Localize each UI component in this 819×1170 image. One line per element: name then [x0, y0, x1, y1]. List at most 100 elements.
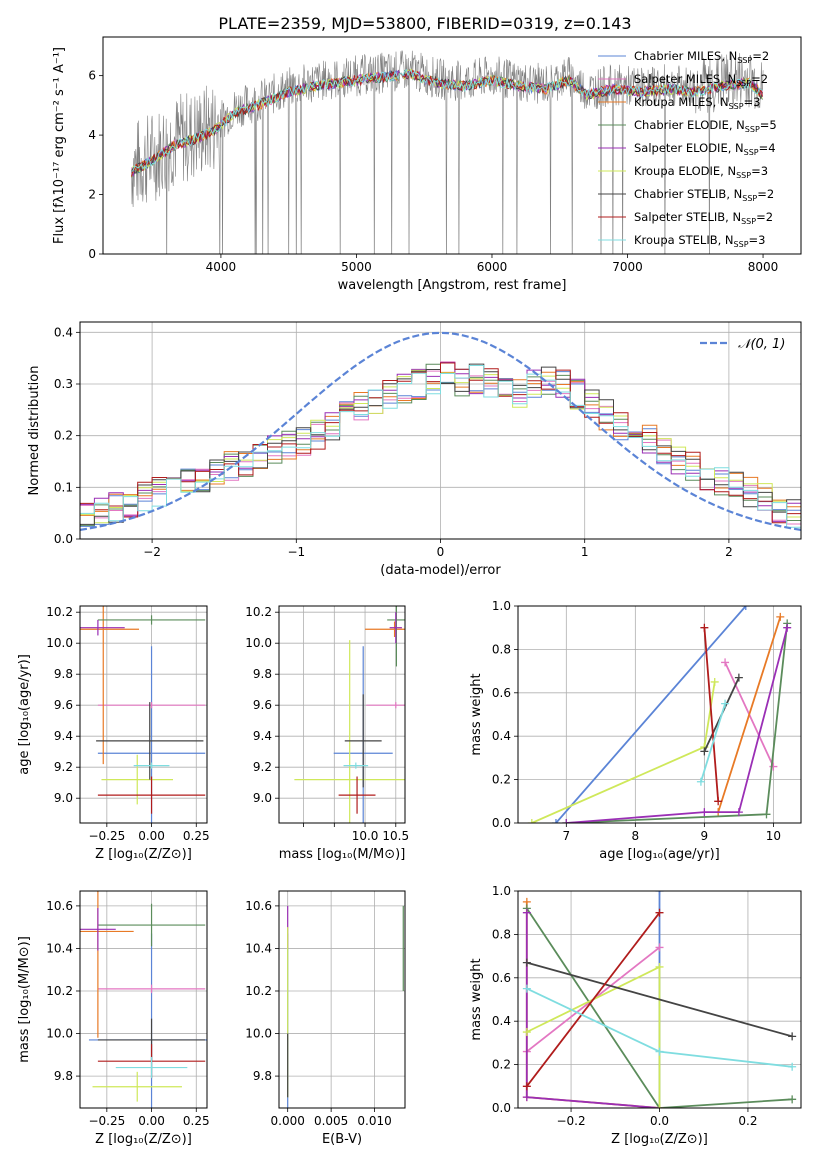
y-axis-label: age [log₁₀(age/yr)]	[17, 654, 32, 775]
weight-marker	[700, 747, 709, 756]
weight-marker	[527, 819, 536, 823]
weight-marker	[655, 943, 664, 952]
axes-frame	[79, 321, 802, 540]
y-tick-label: 0.0	[54, 532, 73, 546]
x-tick-label: 5000	[341, 260, 372, 274]
x-tick-label: 9	[701, 829, 709, 843]
x-tick-label: 7000	[612, 260, 643, 274]
axes-mass_vs_Z: −0.25 0.00 0.25 9.8 10.0 10.2 10.4 10.6 Z [log₁₀…	[17, 890, 210, 1147]
x-axis-label: Z [log₁₀(Z/Z⊙)]	[95, 847, 192, 862]
weight-line	[555, 606, 747, 823]
weight-marker	[700, 808, 709, 817]
weight-marker	[776, 612, 785, 621]
x-tick-label: 0.25	[183, 829, 210, 843]
x-tick-label: 0.2	[738, 1114, 757, 1128]
y-tick-label: 9.0	[54, 791, 73, 805]
y-tick-label: 9.8	[253, 1069, 272, 1083]
y-tick-label: 0.4	[492, 1014, 511, 1028]
x-axis-label: (data-model)/error	[380, 563, 501, 578]
y-tick-label: 0.8	[492, 927, 511, 941]
weight-marker	[551, 819, 560, 823]
y-tick-label: 0.0	[492, 1101, 511, 1115]
weight-line	[531, 681, 716, 823]
weight-marker	[741, 606, 750, 610]
axes-weight_vs_Z: −0.2 0.0 0.2 0.0 0.2 0.4 0.6 0.8 1.0 Z [log₁₀(Z/Z…	[469, 884, 802, 1147]
y-tick-label: 0.1	[54, 480, 73, 494]
x-tick-label: 0.00	[138, 829, 165, 843]
y-tick-label: 9.4	[253, 729, 272, 743]
y-tick-label: 0.2	[54, 429, 73, 443]
x-tick-label: 10	[766, 829, 781, 843]
y-tick-label: 10.0	[46, 1027, 73, 1041]
y-tick-label: 10.2	[46, 605, 73, 619]
legend-entry: Chabrier ELODIE, NSSP=5	[634, 118, 777, 134]
y-tick-label: 10.2	[245, 605, 272, 619]
x-tick-label: 2	[725, 545, 733, 559]
x-axis-label: mass [log₁₀(M/M⊙)]	[279, 847, 406, 862]
y-tick-label: 1.0	[492, 884, 511, 898]
x-tick-label: 1	[581, 545, 589, 559]
axes-spectrum: 4000 5000 6000 7000 8000 0 2 4 6 wavelength [Angs…	[52, 36, 802, 293]
weight-marker	[721, 699, 730, 708]
weight-marker	[788, 1062, 797, 1071]
weight-line	[526, 912, 661, 1087]
y-tick-label: 9.2	[54, 760, 73, 774]
y-tick-label: 0.2	[492, 1058, 511, 1072]
plot-area	[518, 606, 801, 823]
plot-area	[80, 606, 207, 823]
y-tick-label: 9.8	[253, 667, 272, 681]
weight-line	[526, 961, 793, 1038]
x-axis-label: age [log₁₀(age/yr)]	[599, 847, 720, 862]
y-tick-label: 10.4	[245, 941, 272, 955]
y-tick-label: 10.2	[245, 984, 272, 998]
plot-area	[131, 50, 764, 254]
plot-area	[80, 322, 801, 539]
y-tick-label: 6	[88, 69, 96, 83]
weight-marker	[655, 1104, 664, 1108]
y-tick-label: 10.4	[46, 941, 73, 955]
x-tick-label: −0.25	[88, 829, 125, 843]
weight-marker	[655, 908, 664, 917]
axes-age_vs_Z: −0.25 0.00 0.25 9.0 9.2 9.4 9.6 9.8 10.0 10.2 Z [l…	[17, 605, 210, 862]
y-tick-label: 10.6	[46, 899, 73, 913]
weight-marker	[655, 891, 664, 895]
x-tick-label: 10.0	[352, 829, 379, 843]
model-spectrum	[131, 69, 763, 174]
weight-marker	[522, 984, 531, 993]
y-tick-label: 0.4	[54, 325, 73, 339]
y-tick-label: 10.0	[245, 636, 272, 650]
y-tick-label: 0.6	[492, 686, 511, 700]
y-tick-label: 9.8	[54, 667, 73, 681]
weight-marker	[769, 762, 778, 771]
plot-area	[279, 606, 405, 823]
weight-marker	[696, 777, 705, 786]
x-tick-label: 0.00	[138, 1114, 165, 1128]
y-tick-label: 10.6	[245, 899, 272, 913]
x-tick-label: 8000	[748, 260, 779, 274]
x-tick-label: −0.25	[88, 1114, 125, 1128]
weight-line	[566, 627, 789, 823]
axes-frame	[102, 36, 802, 255]
plot-area	[518, 891, 801, 1108]
x-axis-label: wavelength [Angstrom, rest frame]	[338, 278, 567, 293]
y-tick-label: 9.4	[54, 729, 73, 743]
axes-frame	[517, 605, 802, 824]
legend-entry: Kroupa STELIB, NSSP=3	[634, 233, 765, 249]
weight-marker	[783, 623, 792, 632]
y-tick-label: 10.2	[46, 984, 73, 998]
plot-area	[80, 891, 207, 1108]
y-tick-label: 0.2	[492, 773, 511, 787]
y-tick-label: 10.0	[46, 636, 73, 650]
y-tick-label: 10.0	[245, 1027, 272, 1041]
x-tick-label: 0.25	[183, 1114, 210, 1128]
x-tick-label: 6000	[477, 260, 508, 274]
x-tick-label: 0.0	[650, 1114, 669, 1128]
y-tick-label: 0	[88, 247, 96, 261]
figure-title: PLATE=2359, MJD=53800, FIBERID=0319, z=0…	[218, 14, 631, 33]
y-tick-label: 0.4	[492, 729, 511, 743]
weight-marker	[522, 1028, 531, 1037]
y-tick-label: 1.0	[492, 599, 511, 613]
axes-frame	[517, 890, 802, 1109]
axes-frame	[79, 605, 208, 824]
